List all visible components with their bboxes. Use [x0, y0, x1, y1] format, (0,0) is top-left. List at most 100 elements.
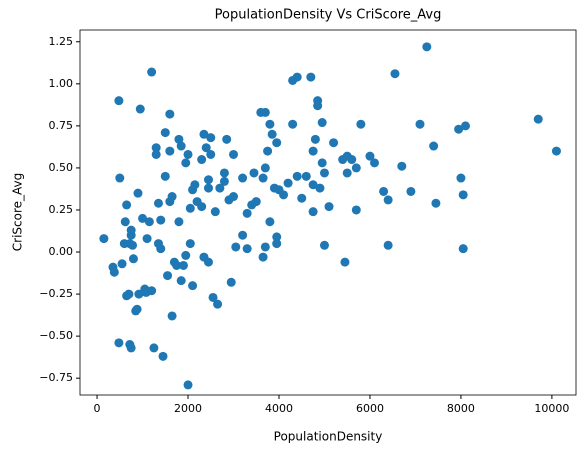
point [415, 119, 425, 129]
point [219, 168, 229, 178]
y-tick-label: 0.00 [49, 245, 74, 258]
point [258, 252, 268, 262]
point [138, 213, 148, 223]
point [126, 225, 136, 235]
point [301, 171, 311, 181]
point [347, 155, 357, 165]
x-tick-label: 4000 [265, 402, 293, 415]
point [310, 134, 320, 144]
point [126, 343, 136, 353]
point [197, 155, 207, 165]
point [199, 129, 209, 139]
point [351, 205, 361, 215]
point [260, 163, 270, 173]
point [238, 230, 248, 240]
point [317, 158, 327, 168]
point [144, 217, 154, 227]
point [151, 143, 161, 153]
point [390, 69, 400, 79]
y-tick-label: −0.75 [39, 371, 73, 384]
point [215, 183, 225, 193]
point [181, 158, 191, 168]
point [383, 195, 393, 205]
point [342, 168, 352, 178]
point [260, 107, 270, 117]
point [158, 351, 168, 361]
point [201, 143, 211, 153]
y-tick-label: 1.25 [49, 35, 74, 48]
point [117, 259, 127, 269]
point [460, 121, 470, 131]
point [272, 239, 282, 249]
point [167, 311, 177, 321]
x-axis-label: PopulationDensity [274, 430, 383, 444]
point [340, 257, 350, 267]
point [229, 149, 239, 159]
point [203, 257, 213, 267]
point [151, 149, 161, 159]
point [356, 119, 366, 129]
point [185, 239, 195, 249]
point [128, 240, 138, 250]
point [190, 180, 200, 190]
point [308, 180, 318, 190]
point [265, 217, 275, 227]
point [165, 109, 175, 119]
x-tick-label: 0 [94, 402, 101, 415]
point [308, 207, 318, 217]
point [249, 168, 259, 178]
x-tick-label: 10000 [534, 402, 569, 415]
point [283, 178, 293, 188]
point [226, 277, 236, 287]
point [351, 163, 361, 173]
y-tick-label: 0.25 [49, 203, 74, 216]
y-tick-label: 0.50 [49, 161, 74, 174]
point [219, 176, 229, 186]
y-tick-label: −0.50 [39, 329, 73, 342]
point [429, 141, 439, 151]
point [183, 149, 193, 159]
point [267, 129, 277, 139]
point [319, 240, 329, 250]
point [288, 119, 298, 129]
point [263, 146, 273, 156]
point [458, 244, 468, 254]
point [324, 202, 334, 212]
x-tick-label: 6000 [356, 402, 384, 415]
point [160, 171, 170, 181]
point [260, 242, 270, 252]
point [229, 192, 239, 202]
point [122, 200, 132, 210]
point [292, 72, 302, 82]
point [238, 173, 248, 183]
point [120, 217, 130, 227]
point [272, 138, 282, 148]
point [203, 175, 213, 185]
point [222, 134, 232, 144]
point [265, 119, 275, 129]
point [156, 215, 166, 225]
point [370, 158, 380, 168]
point [213, 299, 223, 309]
point [206, 133, 216, 143]
point [251, 197, 261, 207]
point [292, 171, 302, 181]
point [124, 289, 134, 299]
point [406, 186, 416, 196]
point [456, 173, 466, 183]
point [183, 380, 193, 390]
point [128, 254, 138, 264]
point [132, 304, 142, 314]
point [185, 203, 195, 213]
point [172, 260, 182, 270]
point [109, 267, 119, 277]
y-tick-label: −0.25 [39, 287, 73, 300]
point [178, 260, 188, 270]
point [317, 118, 327, 128]
point [365, 151, 375, 161]
point [210, 207, 220, 217]
point [188, 281, 198, 291]
point [431, 198, 441, 208]
y-tick-label: 0.75 [49, 119, 74, 132]
